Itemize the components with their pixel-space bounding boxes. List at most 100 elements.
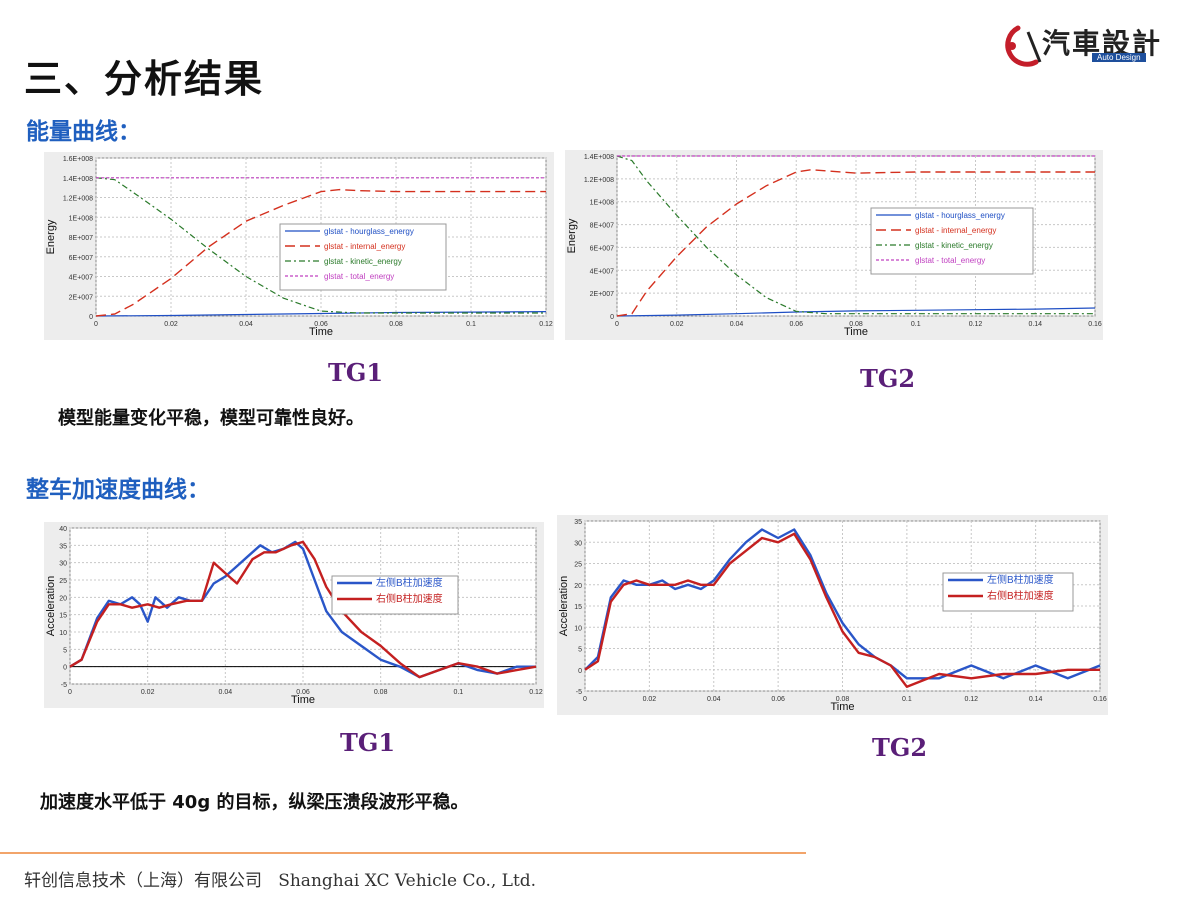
logo-subtext: Auto Design [1092, 53, 1146, 62]
series-line-1 [584, 528, 1101, 680]
energy-chart-tg1: 0 0.02 0.04 0.06 0.08 0.1 0.12 0 2E+007 4E+007 6E+… [44, 152, 554, 340]
footer-text: 轩创信息技术（上海）有限公司 Shanghai XC Vehicle Co., … [24, 871, 537, 891]
x-axis-label: Time [830, 701, 854, 713]
series-line-1 [95, 311, 547, 317]
x-tick-label: 0.14 [1028, 321, 1042, 328]
series-line-3 [616, 155, 1095, 315]
y-tick-label: 1E+008 [590, 200, 614, 207]
legend-label: glstat - kinetic_energy [915, 241, 993, 250]
x-tick-label: 0.12 [529, 689, 543, 696]
legend-label: glstat - internal_energy [324, 242, 405, 251]
series-line-3 [95, 177, 546, 314]
y-tick-label: 0 [578, 668, 582, 675]
x-tick-label: 0.08 [849, 321, 863, 328]
tg2-label: TG2 [860, 364, 916, 393]
y-tick-label: 30 [574, 540, 582, 547]
y-tick-label: 20 [574, 583, 582, 590]
series-line-2 [69, 540, 537, 679]
x-tick-label: 0.12 [964, 696, 978, 703]
footer-divider [0, 852, 806, 854]
y-tick-label: 1.2E+008 [63, 196, 93, 203]
y-tick-label: 25 [574, 562, 582, 569]
page-title: 三、分析结果 [24, 56, 265, 101]
y-tick-label: 2E+007 [590, 291, 614, 298]
legend-label: glstat - total_energy [915, 256, 985, 265]
x-tick-label: 0.06 [296, 689, 310, 696]
series-line-2 [616, 169, 1095, 317]
accel-heading: 整车加速度曲线： [26, 477, 210, 503]
y-tick-label: 15 [574, 604, 582, 611]
x-axis-label: Time [844, 326, 868, 338]
x-axis-label: Time [309, 326, 333, 338]
y-tick-label: 6E+007 [69, 255, 93, 262]
accel-chart-tg2: 0 0.02 0.04 0.06 0.08 0.1 0.12 0.14 0.16-5051015… [557, 515, 1108, 715]
y-tick-label: 0 [63, 665, 67, 672]
x-tick-label: 0.02 [670, 321, 684, 328]
y-tick-label: 1.4E+008 [584, 154, 614, 161]
y-axis-label: Energy [45, 219, 57, 254]
x-tick-label: 0.1 [453, 689, 463, 696]
x-tick-label: 0 [68, 689, 72, 696]
x-tick-label: 0.06 [314, 321, 328, 328]
y-tick-label: 1.6E+008 [63, 156, 93, 163]
x-tick-label: 0.12 [539, 321, 553, 328]
legend-label: 左侧B柱加速度 [987, 573, 1054, 586]
x-tick-label: 0.04 [730, 321, 744, 328]
legend-label: glstat - hourglass_energy [915, 211, 1005, 220]
x-tick-label: 0.16 [1088, 321, 1102, 328]
x-tick-label: 0.1 [466, 321, 476, 328]
y-tick-label: 35 [59, 543, 67, 550]
accel-caption: 加速度水平低于 40g 的目标，纵梁压溃段波形平稳。 [40, 792, 469, 813]
y-tick-label: 20 [59, 595, 67, 602]
x-tick-label: 0.08 [374, 689, 388, 696]
y-tick-label: 5 [63, 647, 67, 654]
tg2-label: TG2 [872, 733, 928, 762]
legend-box [279, 223, 447, 291]
series-line-1 [616, 307, 1096, 317]
y-axis-label: Acceleration [45, 576, 57, 637]
x-tick-label: 0 [583, 696, 587, 703]
tg1-label: TG1 [340, 728, 396, 757]
y-tick-label: 35 [574, 519, 582, 526]
y-tick-label: 0 [610, 314, 614, 321]
energy-heading: 能量曲线： [26, 119, 141, 145]
legend-label: glstat - total_energy [324, 272, 394, 281]
x-tick-label: 0.02 [141, 689, 155, 696]
y-tick-label: 6E+007 [590, 245, 614, 252]
y-tick-label: 15 [59, 613, 67, 620]
energy-chart-tg2: 0 0.02 0.04 0.06 0.08 0.1 0.12 0.14 0.16 0 2E+007 4… [565, 150, 1103, 340]
x-tick-label: 0.04 [239, 321, 253, 328]
x-tick-label: 0.06 [771, 696, 785, 703]
x-tick-label: 0.08 [389, 321, 403, 328]
energy-caption: 模型能量变化平稳，模型可靠性良好。 [58, 408, 364, 429]
y-tick-label: 1E+008 [69, 215, 93, 222]
x-axis-label: Time [291, 694, 315, 706]
y-tick-label: 1.2E+008 [584, 177, 614, 184]
legend-box [870, 207, 1034, 275]
x-tick-label: 0.02 [164, 321, 178, 328]
x-tick-label: 0.06 [789, 321, 803, 328]
legend-label: glstat - hourglass_energy [324, 227, 414, 236]
y-tick-label: 5 [578, 647, 582, 654]
x-tick-label: 0 [94, 321, 98, 328]
accel-chart-tg1: 0 0.02 0.04 0.06 0.08 0.1 0.12-505101520253035… [44, 522, 544, 708]
y-tick-label: 10 [574, 625, 582, 632]
legend-label: glstat - kinetic_energy [324, 257, 402, 266]
y-tick-label: 8E+007 [69, 235, 93, 242]
legend-label: 右侧B柱加速度 [987, 589, 1054, 602]
y-tick-label: 30 [59, 561, 67, 568]
x-tick-label: 0.08 [836, 696, 850, 703]
y-tick-label: 2E+007 [69, 294, 93, 301]
y-tick-label: -5 [576, 689, 582, 696]
legend-label: 左侧B柱加速度 [376, 576, 443, 589]
y-tick-label: 4E+007 [69, 275, 93, 282]
y-axis-label: Energy [566, 218, 578, 253]
y-tick-label: 1.4E+008 [63, 176, 93, 183]
legend-label: glstat - internal_energy [915, 226, 996, 235]
logo-icon [1005, 25, 1042, 67]
y-axis-label: Acceleration [558, 576, 570, 637]
y-tick-label: -5 [61, 682, 67, 689]
x-tick-label: 0.16 [1093, 696, 1107, 703]
y-tick-label: 8E+007 [590, 223, 614, 230]
x-tick-label: 0.02 [643, 696, 657, 703]
